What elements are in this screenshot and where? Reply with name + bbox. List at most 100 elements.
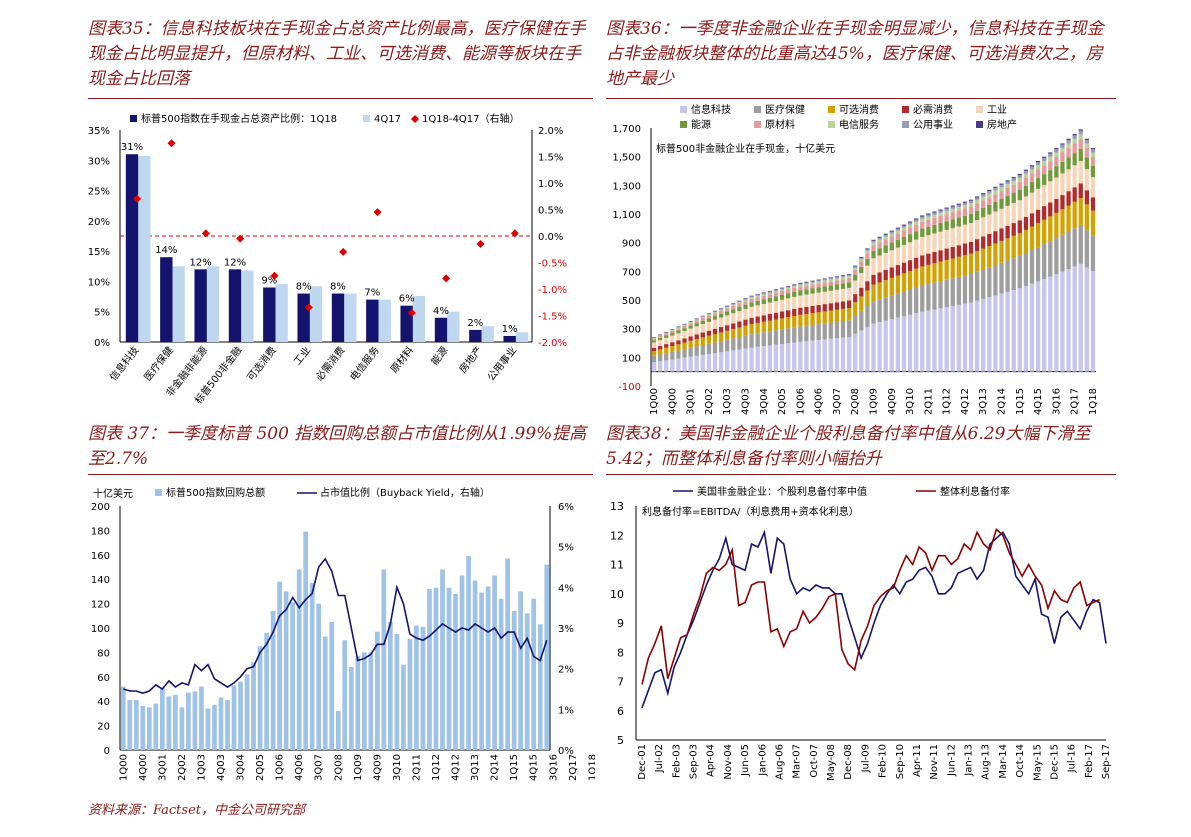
legend-label: 信息科技 xyxy=(691,103,731,116)
stack-segment xyxy=(658,349,663,355)
legend-swatch-buyback xyxy=(155,489,162,496)
stack-segment xyxy=(987,193,992,198)
stack-segment xyxy=(853,280,858,295)
stack-segment xyxy=(1035,165,1041,170)
stack-segment xyxy=(889,250,894,268)
x-tick-label: 3Q10 xyxy=(905,388,916,415)
stack-segment xyxy=(743,348,748,372)
stack-segment xyxy=(1042,174,1047,186)
stack-segment xyxy=(706,330,712,336)
stack-segment xyxy=(981,248,986,270)
stack-segment xyxy=(1054,148,1059,150)
stack-segment xyxy=(1078,129,1083,131)
stack-segment xyxy=(773,296,779,302)
stack-segment xyxy=(962,215,968,225)
legend-label-aggregate: 整体利息备付率 xyxy=(940,485,1010,498)
stack-segment xyxy=(895,239,901,248)
y-tick-label: 8 xyxy=(617,646,624,659)
stack-segment xyxy=(712,319,718,329)
diff-marker xyxy=(201,229,210,238)
stack-segment xyxy=(828,279,833,282)
stack-segment xyxy=(877,322,882,372)
stack-segment xyxy=(926,264,931,285)
stack-segment xyxy=(706,343,712,355)
stack-segment xyxy=(664,332,669,334)
stack-segment xyxy=(786,343,791,372)
stack-segment xyxy=(920,266,925,286)
stack-segment xyxy=(798,282,803,284)
stack-segment xyxy=(755,333,760,347)
chart36-title: 图表36：一季度非金融企业在手现金明显减少，信息科技在手现金占非金融板块整体的比… xyxy=(606,19,1104,89)
stack-segment xyxy=(755,295,760,298)
stack-segment xyxy=(828,277,833,279)
x-tick-label: Aug-06 xyxy=(774,744,785,780)
stack-segment xyxy=(907,227,913,235)
stack-segment xyxy=(834,302,840,310)
stack-segment xyxy=(1084,157,1089,170)
bar-1q18 xyxy=(297,293,310,342)
stack-segment xyxy=(822,282,827,287)
stack-segment xyxy=(1084,138,1089,140)
x-tick-label: 4Q03 xyxy=(740,388,751,415)
chart38-title: 图表38：美国非金融企业个股利息备付率中值从6.29大幅下滑至5.42；而整体利… xyxy=(606,424,1091,469)
stack-segment xyxy=(938,216,943,224)
stack-segment xyxy=(865,265,870,282)
stack-segment xyxy=(1048,153,1053,157)
stack-segment xyxy=(956,256,961,277)
stack-segment xyxy=(840,288,846,302)
stack-segment xyxy=(1048,156,1053,162)
stack-segment xyxy=(950,208,955,213)
x-tick-label: 4Q09 xyxy=(887,388,898,415)
y2-tick-label: 2% xyxy=(558,665,574,676)
stack-segment xyxy=(895,230,901,234)
stack-segment xyxy=(914,224,919,232)
buyback-bar xyxy=(296,569,302,750)
stack-segment xyxy=(767,331,773,346)
stack-segment xyxy=(1029,165,1035,167)
stack-segment xyxy=(883,320,888,372)
chart-annotation: 标普500非金融企业在手现金，十亿美元 xyxy=(656,142,835,155)
stack-segment xyxy=(974,210,980,221)
stack-segment xyxy=(810,284,815,289)
stack-segment xyxy=(846,274,852,277)
buyback-bar xyxy=(544,564,550,750)
stack-segment xyxy=(700,320,705,325)
y2-tick-label: 0.5% xyxy=(538,206,563,217)
buyback-bar xyxy=(127,699,133,750)
buyback-bar xyxy=(212,704,217,750)
y2-tick-label: -1.5% xyxy=(538,312,567,323)
stack-segment xyxy=(712,310,718,312)
stack-segment xyxy=(840,283,846,289)
stack-segment xyxy=(914,313,919,372)
stack-segment xyxy=(853,333,858,372)
stack-segment xyxy=(895,265,901,276)
stack-segment xyxy=(786,289,791,294)
stack-segment xyxy=(688,340,693,348)
stack-segment xyxy=(938,223,943,232)
y-tick-label: 100 xyxy=(91,624,110,635)
x-tick-label: 4Q12 xyxy=(451,754,462,781)
x-tick-label: 1Q00 xyxy=(118,754,129,781)
diff-marker xyxy=(373,208,382,217)
y-tick-label: 0% xyxy=(94,338,110,349)
bar-4q17 xyxy=(481,326,494,342)
stack-segment xyxy=(1011,203,1016,224)
stack-segment xyxy=(883,233,888,235)
stack-segment xyxy=(1035,223,1041,248)
stack-segment xyxy=(840,337,846,372)
buyback-bar xyxy=(309,582,315,750)
stack-segment xyxy=(810,293,815,306)
stack-segment xyxy=(786,286,791,287)
buyback-bar xyxy=(446,587,452,750)
stack-segment xyxy=(920,236,925,256)
stack-segment xyxy=(889,277,894,296)
stack-segment xyxy=(834,276,840,278)
stack-segment xyxy=(755,294,760,295)
stack-segment xyxy=(974,196,980,198)
stack-segment xyxy=(865,258,870,266)
stack-segment xyxy=(993,265,998,296)
stack-segment xyxy=(682,324,687,326)
stack-segment xyxy=(1017,200,1022,221)
buyback-bar xyxy=(335,710,341,750)
stack-segment xyxy=(981,269,986,299)
